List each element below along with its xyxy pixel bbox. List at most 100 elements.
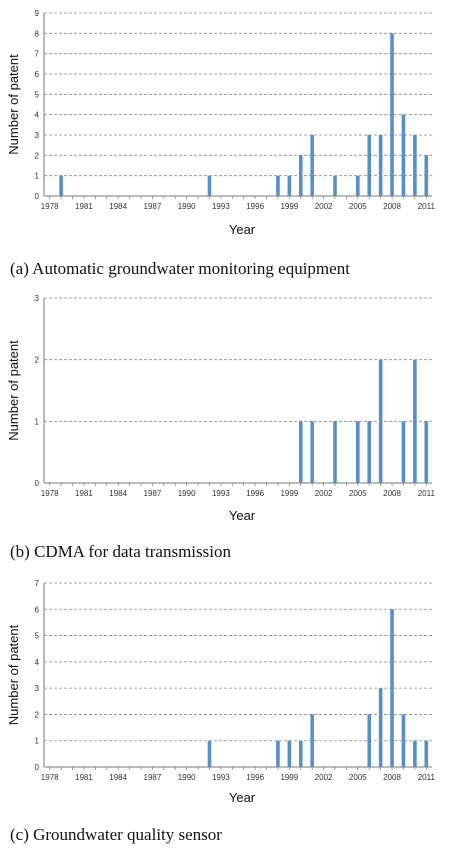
y-tick-label: 5 <box>35 632 40 641</box>
y-tick-label: 0 <box>35 763 40 772</box>
bar <box>298 155 303 196</box>
x-tick-label: 1987 <box>144 202 162 211</box>
x-axis-title: Year <box>229 790 256 805</box>
x-tick-label: 1987 <box>144 489 162 498</box>
x-tick-label: 2011 <box>418 202 436 211</box>
bar <box>390 33 394 197</box>
y-tick-label: 3 <box>35 131 40 140</box>
bar <box>367 421 372 483</box>
x-tick-label: 1993 <box>212 202 230 211</box>
y-tick-label: 9 <box>35 9 40 18</box>
y-tick-label: 0 <box>35 192 40 201</box>
chart-panel-a: 0 1 2 3 4 5 6 7 8 9 1978 1981 1984 1987 1990 1993 1996 19… <box>6 9 435 278</box>
bar <box>276 175 280 196</box>
bar <box>276 740 280 767</box>
x-tick-label: 2011 <box>418 489 436 498</box>
bar <box>207 175 212 196</box>
bar <box>356 175 360 196</box>
y-tick-label: 6 <box>35 70 40 79</box>
y-tick-label: 1 <box>35 172 40 181</box>
chart-panel-c: 0 1 2 3 4 5 6 7 1978 1981 1984 1987 1990 1993 1996 1999… <box>6 579 435 844</box>
y-tick-label: 4 <box>35 111 40 120</box>
bar <box>424 421 429 483</box>
x-tick-label: 2008 <box>383 489 401 498</box>
chart-caption: (c) Groundwater quality sensor <box>10 825 222 844</box>
bar <box>413 135 417 196</box>
x-tick-label: 2002 <box>315 202 333 211</box>
x-tick-label: 2011 <box>418 773 436 782</box>
chart-caption: (b) CDMA for data transmission <box>10 542 231 561</box>
bar <box>310 421 314 483</box>
bar <box>401 714 406 767</box>
bar <box>310 135 314 196</box>
y-axis-title: Number of patent <box>6 54 21 155</box>
x-tick-label: 1990 <box>178 489 196 498</box>
bar <box>378 359 383 483</box>
x-tick-label: 1981 <box>75 202 93 211</box>
bar <box>59 175 63 196</box>
bar <box>424 155 429 196</box>
y-tick-label: 7 <box>35 50 40 59</box>
y-tick-label: 3 <box>35 684 40 693</box>
bar <box>367 714 372 767</box>
bar <box>207 740 212 767</box>
y-axis-title: Number of patent <box>6 340 21 441</box>
x-tick-label: 2008 <box>383 773 401 782</box>
x-tick-label: 2002 <box>315 773 333 782</box>
chart-caption: (a) Automatic groundwater monitoring equ… <box>10 259 350 278</box>
y-tick-label: 2 <box>35 356 40 365</box>
x-tick-label: 1984 <box>109 202 127 211</box>
y-tick-label: 7 <box>35 579 40 588</box>
x-tick-label: 1990 <box>178 773 196 782</box>
x-tick-label: 1996 <box>246 489 264 498</box>
bar <box>378 688 383 767</box>
x-tick-label: 1981 <box>75 773 93 782</box>
x-tick-label: 1990 <box>178 202 196 211</box>
x-tick-label: 2005 <box>349 202 367 211</box>
bar <box>333 421 337 483</box>
bar <box>424 740 429 767</box>
bar <box>287 175 292 196</box>
x-tick-label: 2002 <box>315 489 333 498</box>
x-tick-label: 1999 <box>280 489 298 498</box>
x-tick-label: 2005 <box>349 489 367 498</box>
x-tick-label: 1999 <box>280 773 298 782</box>
y-tick-label: 6 <box>35 605 40 614</box>
y-tick-label: 1 <box>35 737 40 746</box>
x-tick-label: 1993 <box>212 489 230 498</box>
bar <box>401 114 406 196</box>
x-tick-label: 2005 <box>349 773 367 782</box>
y-tick-label: 4 <box>35 658 40 667</box>
x-tick-label: 1996 <box>246 202 264 211</box>
x-tick-label: 1996 <box>246 773 264 782</box>
bar <box>413 740 417 767</box>
bar <box>298 740 303 767</box>
bar <box>333 175 337 196</box>
x-tick-label: 1981 <box>75 489 93 498</box>
x-tick-label: 1987 <box>144 773 162 782</box>
y-axis-title: Number of patent <box>6 624 21 725</box>
bar <box>356 421 360 483</box>
x-tick-label: 1999 <box>280 202 298 211</box>
y-tick-label: 5 <box>35 90 40 99</box>
chart-panel-b: 0 1 2 3 1978 1981 1984 1987 1990 1993 1996 1999 2002… <box>6 294 435 561</box>
x-tick-label: 1978 <box>41 489 59 498</box>
bar <box>413 359 417 483</box>
bar <box>401 421 406 483</box>
bar <box>367 135 372 196</box>
y-tick-label: 8 <box>35 29 40 38</box>
x-axis-title: Year <box>229 222 256 237</box>
x-tick-label: 1978 <box>41 202 59 211</box>
y-tick-label: 2 <box>35 710 40 719</box>
bar <box>298 421 303 483</box>
y-tick-label: 1 <box>35 417 40 426</box>
bar <box>390 609 394 767</box>
x-tick-label: 1984 <box>109 489 127 498</box>
y-tick-label: 3 <box>35 294 40 303</box>
x-axis-title: Year <box>229 508 256 523</box>
x-tick-label: 1978 <box>41 773 59 782</box>
bar <box>378 135 383 196</box>
bar <box>310 714 314 767</box>
x-tick-label: 1984 <box>109 773 127 782</box>
